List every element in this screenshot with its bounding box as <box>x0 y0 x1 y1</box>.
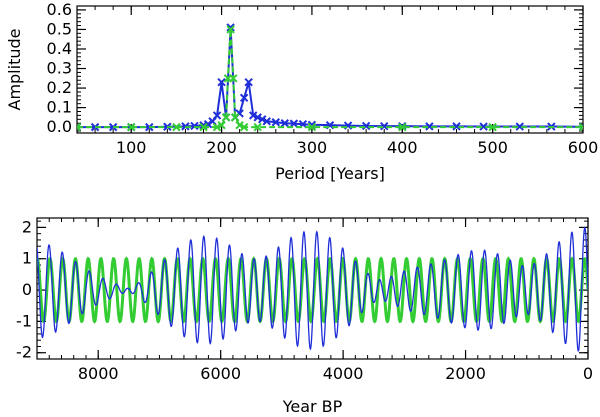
time-series <box>37 227 588 352</box>
x-tick-label: 0 <box>583 364 593 383</box>
spectrum-green-marker <box>127 122 136 132</box>
spectrum-green-marker <box>578 122 583 132</box>
y-tick-label: 0.6 <box>47 0 72 19</box>
spectrum-green-marker <box>217 120 226 130</box>
spectrum-blue-marker <box>515 122 524 131</box>
y-tick-label: 0 <box>22 280 32 299</box>
spectrum-green-marker <box>226 25 235 34</box>
y-tick-label: 0.5 <box>47 19 72 38</box>
spectrum-green-marker <box>398 122 407 132</box>
x-tick-label: 4000 <box>323 364 364 383</box>
spectrum-green-marker <box>229 74 238 83</box>
spectrum-green-marker <box>253 122 262 132</box>
y-tick-label: 1 <box>22 249 32 268</box>
y-tick-label: 0.1 <box>47 98 72 117</box>
x-tick-label: 2000 <box>445 364 486 383</box>
y-axis-title: Amplitude <box>5 29 24 111</box>
plot-frame <box>76 5 584 134</box>
y-tick-label: 2 <box>22 217 32 236</box>
beat-signal-blue-line <box>37 227 588 352</box>
spectrum-blue-marker <box>244 77 253 87</box>
y-tick-label: 0.3 <box>47 59 72 78</box>
spectrum-green-line <box>77 29 583 129</box>
spectrum-blue-marker <box>289 119 299 128</box>
x-axis-title: Year BP <box>282 397 343 416</box>
spectrum-green-marker <box>212 122 222 132</box>
spectrum-blue-line <box>77 27 583 129</box>
x-tick-label: 500 <box>477 138 508 157</box>
x-tick-label: 100 <box>116 138 147 157</box>
spectrum-blue-marker <box>425 122 434 131</box>
x-tick-label: 8000 <box>78 364 119 383</box>
time-series-panel: 8000 6000 4000 2000 0 -2 -1 0 1 2 Year BP <box>16 217 593 416</box>
spectrum-blue-marker <box>271 118 280 127</box>
spectrum-green-marker <box>77 122 82 132</box>
spectrum-blue-marker <box>190 121 199 131</box>
spectrum-blue-marker <box>361 121 371 131</box>
x-tick-label: 400 <box>387 138 418 157</box>
spectrum-green-marker <box>221 113 231 122</box>
x-axis-title: Period [Years] <box>275 164 385 183</box>
spectrum-blue-marker <box>253 113 262 122</box>
spectrum-green-marker <box>230 113 240 122</box>
y-tick-label: -2 <box>16 343 32 362</box>
x-tick-label: 6000 <box>200 364 241 383</box>
spectrum-green-marker <box>235 120 244 130</box>
spectrum-panel: 100 200 300 400 500 600 0.00.10.20.30.40.50.6 P… <box>5 0 598 183</box>
y-tick-label: 0.2 <box>47 78 72 97</box>
spectrum-blue-marker <box>248 111 258 120</box>
spectrum-green-marker <box>239 122 249 132</box>
y-tick-label: 0.0 <box>47 117 72 136</box>
spectrum-blue-marker <box>226 23 235 32</box>
spectrum-green-marker <box>172 122 181 132</box>
spectrum-blue-marker <box>262 117 271 126</box>
spectrum-blue-marker <box>380 121 389 131</box>
x-tick-label: 300 <box>297 138 328 157</box>
spectrum-blue-marker <box>212 111 222 120</box>
spectrum-green-marker <box>307 122 317 132</box>
y-tick-label: 0.4 <box>47 39 72 58</box>
spectrum-blue-marker <box>239 93 249 103</box>
spectrum-blue-marker <box>452 122 461 131</box>
spectrum-blue-marker <box>479 122 488 131</box>
spectrum-blue-marker <box>217 77 226 87</box>
x-tick-label: 200 <box>206 138 237 157</box>
spectrum-green-marker <box>199 122 208 132</box>
spectrum-green-marker <box>488 122 497 132</box>
spectrum-blue-marker <box>280 119 290 128</box>
y-tick-label: -1 <box>16 311 32 330</box>
x-tick-label: 600 <box>568 138 599 157</box>
spectrum-series <box>77 23 583 132</box>
spectrum-blue-marker <box>258 115 267 124</box>
